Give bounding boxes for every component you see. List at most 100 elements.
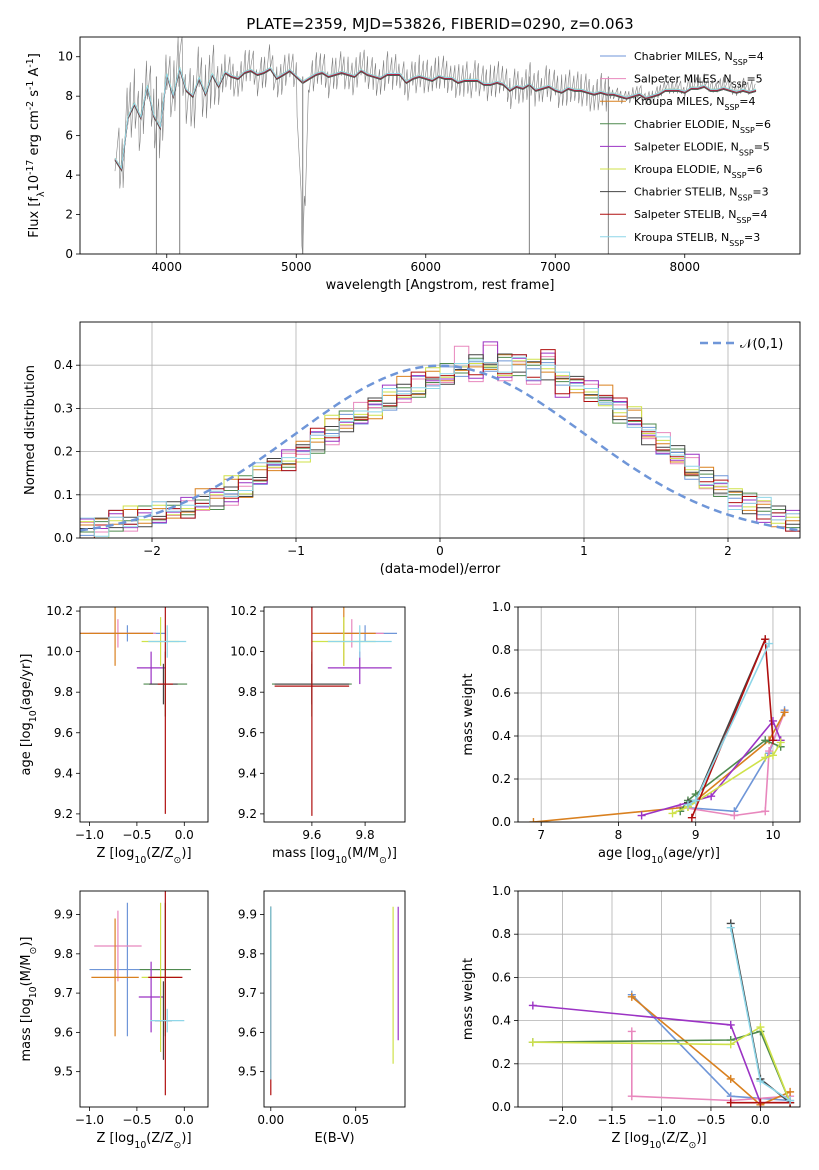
y-tick-label: 9.7 xyxy=(54,986,73,1000)
y-tick-label: 9.6 xyxy=(238,1025,257,1039)
x-tick-label: −1.5 xyxy=(597,1113,626,1127)
y-tick-label: 0.2 xyxy=(492,1057,511,1071)
axes-frame xyxy=(517,890,801,1108)
y-tick-label: 9.8 xyxy=(54,685,73,699)
y-tick-label: 6 xyxy=(65,129,73,143)
panel-residuals: −2 −1 0 1 2 0.0 0.1 0.2 0.3 0.4 (data-model)/error… xyxy=(23,321,801,577)
x-axis-label: Z [log10(Z/Z⊙)] xyxy=(96,1131,191,1151)
weight-marker xyxy=(687,813,696,822)
legend-label: Chabrier STELIB, NSSP=3 xyxy=(634,186,769,203)
y-tick-label: 10.2 xyxy=(230,604,257,618)
x-tick-label: 2 xyxy=(724,544,732,558)
y-tick-label: 10.0 xyxy=(46,645,73,659)
plot-area xyxy=(80,341,800,538)
weight-marker xyxy=(761,807,770,816)
legend-label: 𝒩(0,1) xyxy=(740,337,783,352)
legend-label: Kroupa MILES, NSSP=4 xyxy=(634,95,755,112)
weight-marker xyxy=(726,1020,735,1029)
legend-label: Chabrier ELODIE, NSSP=6 xyxy=(634,118,771,135)
legend-label: Salpeter MILES, NSSP=5 xyxy=(634,73,763,90)
x-tick-label: 9.8 xyxy=(356,828,375,842)
legend-label: Salpeter ELODIE, NSSP=5 xyxy=(634,140,770,157)
x-tick-label: 0.0 xyxy=(175,1113,194,1127)
plot-area xyxy=(89,891,191,1096)
axes-frame xyxy=(79,890,209,1108)
errorbar-point-8 xyxy=(150,1008,185,1033)
plot-area xyxy=(80,607,188,814)
panel-mass_weight_vs_Z: −2.0 −1.5 −1.0 −0.5 0.0 0.0 0.2 0.4 0.6 0.8 1.0 Z [… xyxy=(461,884,801,1151)
weight-marker xyxy=(765,639,774,648)
y-axis-label: Normed distribution xyxy=(23,365,38,495)
weight-marker xyxy=(756,1098,765,1107)
axes-frame xyxy=(517,606,801,823)
model-spectrum-8 xyxy=(114,65,757,170)
weight-marker xyxy=(761,753,770,762)
plot-area xyxy=(528,919,795,1107)
x-tick-label: 7 xyxy=(537,828,545,842)
y-tick-label: 0.0 xyxy=(54,531,73,545)
x-tick-label: 8 xyxy=(615,828,623,842)
plot-area xyxy=(529,635,789,822)
panel-spectrum: 4000 5000 6000 7000 8000 0 2 4 6 8 10 wavelength [A… xyxy=(25,36,801,293)
gaussian-curve xyxy=(80,364,800,532)
errorbar-point-7 xyxy=(274,607,350,816)
y-axis-label: mass [log10(M/M⊙)] xyxy=(19,937,39,1062)
x-tick-label: 0.00 xyxy=(257,1113,284,1127)
y-tick-label: 10 xyxy=(58,50,73,64)
errorbar-point-4 xyxy=(136,651,166,685)
x-tick-label: −1.0 xyxy=(75,828,104,842)
axes-frame xyxy=(263,606,406,823)
y-tick-label: 0.0 xyxy=(492,815,511,829)
x-axis-label: age [log10(age/yr)] xyxy=(598,846,720,866)
axes-frame xyxy=(79,606,209,823)
y-axis-label: mass weight xyxy=(461,673,476,755)
y-tick-label: 0.1 xyxy=(54,488,73,502)
y-tick-label: 2 xyxy=(65,208,73,222)
x-tick-label: −0.5 xyxy=(122,828,151,842)
weight-marker xyxy=(528,1001,537,1010)
weight-marker xyxy=(529,818,538,822)
y-tick-label: 9.2 xyxy=(54,807,73,821)
weight-marker xyxy=(627,1027,636,1036)
weight-marker xyxy=(768,716,777,725)
errorbar-point-1 xyxy=(94,910,142,982)
y-tick-label: 0.6 xyxy=(492,686,511,700)
weight-marker xyxy=(726,1074,735,1083)
y-tick-label: 1.0 xyxy=(492,600,511,614)
x-tick-label: −1.0 xyxy=(647,1113,676,1127)
axes-frame xyxy=(79,36,801,255)
y-tick-label: 0.8 xyxy=(492,927,511,941)
weight-marker xyxy=(668,809,677,818)
weight-marker xyxy=(627,992,636,1001)
legend-label: Salpeter STELIB, NSSP=4 xyxy=(634,208,767,225)
x-axis-label: (data-model)/error xyxy=(380,562,501,577)
x-tick-label: 1 xyxy=(580,544,588,558)
y-tick-label: 0.0 xyxy=(492,1100,511,1114)
errorbar-point-8 xyxy=(148,625,187,658)
legend-label: Chabrier MILES, NSSP=4 xyxy=(634,50,764,67)
x-tick-label: 0.0 xyxy=(751,1113,770,1127)
y-axis-label: mass weight xyxy=(461,958,476,1040)
weight-line-2 xyxy=(533,712,786,822)
weight-marker xyxy=(726,1040,735,1049)
residual-legend: 𝒩(0,1) xyxy=(700,337,783,352)
x-tick-label: 9.6 xyxy=(302,828,321,842)
weight-line-2 xyxy=(631,996,791,1106)
y-tick-label: 9.8 xyxy=(238,685,257,699)
x-tick-label: −0.5 xyxy=(696,1113,725,1127)
y-tick-label: 0.4 xyxy=(492,729,511,743)
x-axis-label: Z [log10(Z/Z⊙)] xyxy=(611,1131,706,1151)
y-tick-label: 4 xyxy=(65,168,73,182)
weight-marker xyxy=(730,811,739,820)
weight-marker xyxy=(765,747,774,756)
weight-marker xyxy=(768,736,777,745)
legend-label: Kroupa ELODIE, NSSP=6 xyxy=(634,163,763,180)
x-tick-label: 7000 xyxy=(540,260,571,274)
errorbar-point-2 xyxy=(91,918,139,1037)
y-tick-label: 9.6 xyxy=(238,726,257,740)
x-tick-label: −2 xyxy=(143,544,161,558)
panel-mass_weight_vs_age: 7 8 9 10 0.0 0.2 0.4 0.6 0.8 1.0 age [log10(age/yr… xyxy=(461,600,801,866)
weight-marker xyxy=(780,708,789,717)
y-tick-label: 0.2 xyxy=(492,772,511,786)
